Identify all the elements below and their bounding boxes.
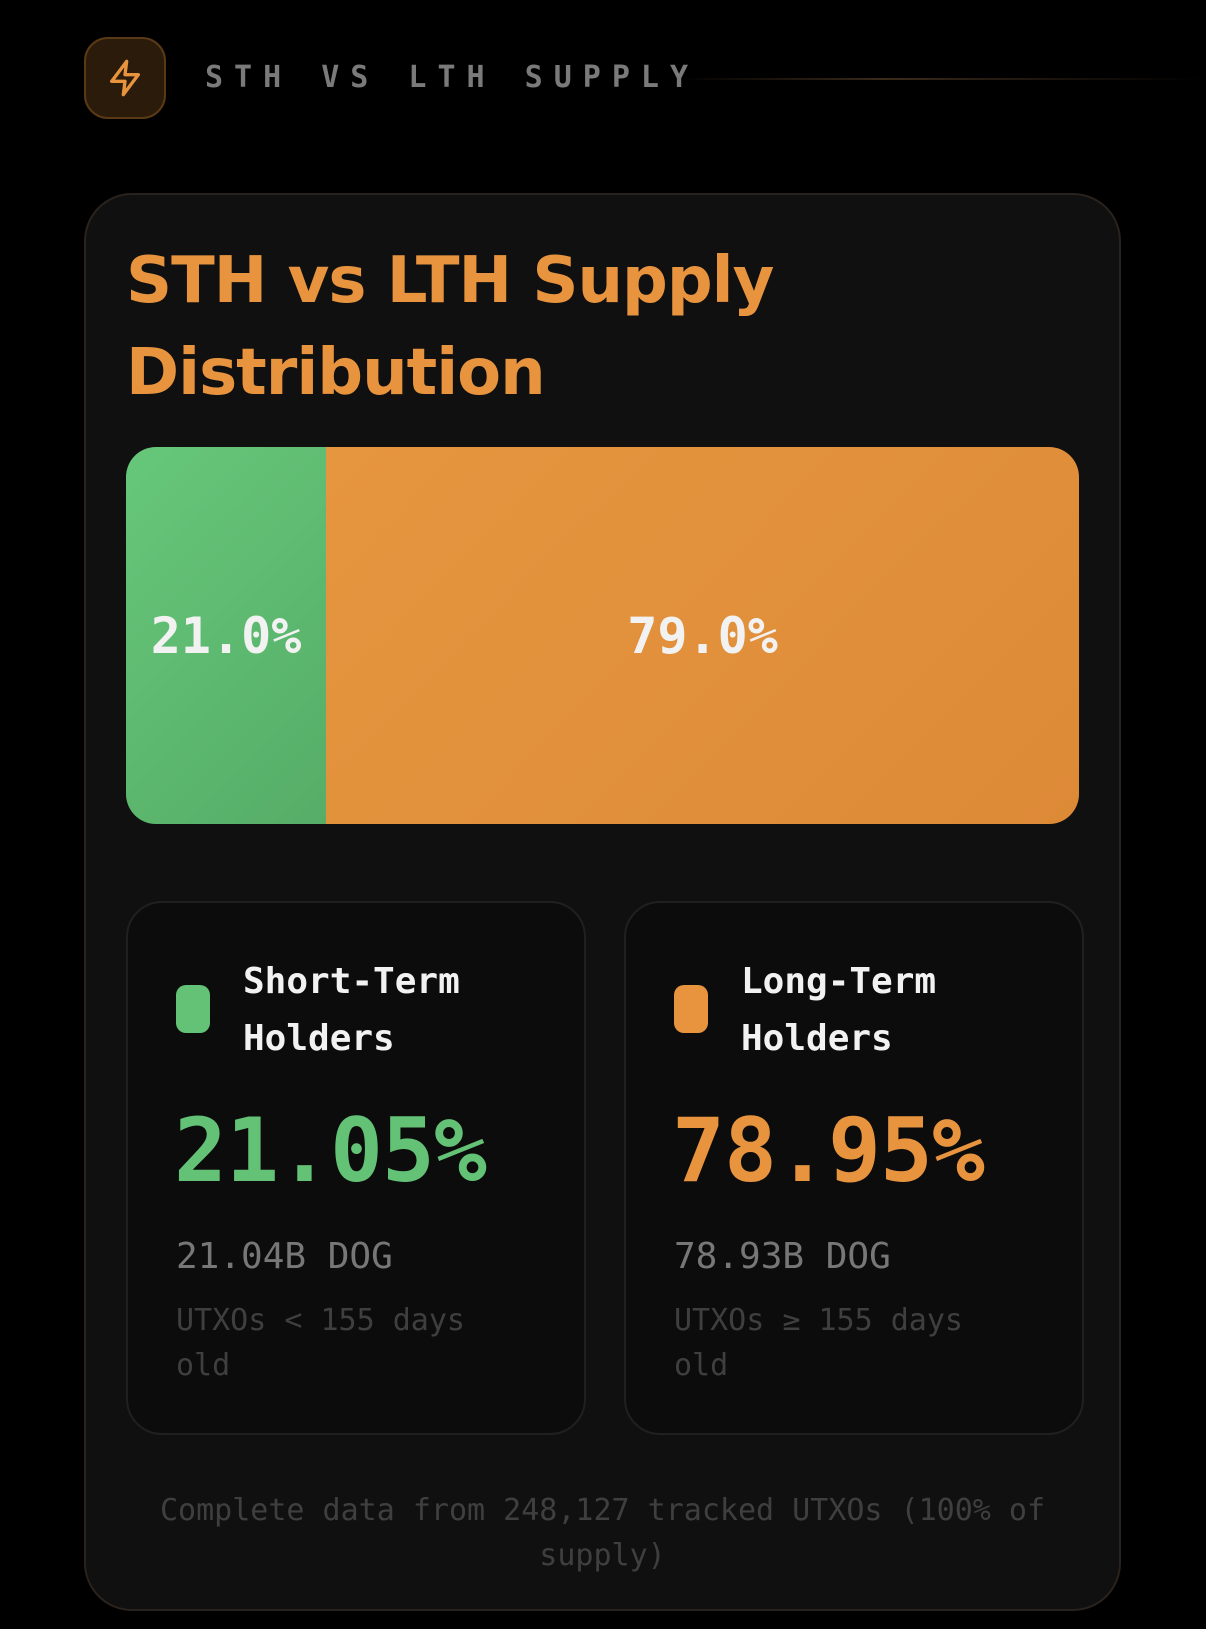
sth-amount: 21.04B DOG [176, 1236, 393, 1277]
sth-color-swatch [176, 985, 210, 1033]
lightning-bolt-icon [84, 37, 166, 119]
lth-description: UTXOs ≥ 155 days old [674, 1303, 963, 1383]
section-title: STH VS LTH SUPPLY [205, 60, 700, 95]
sth-label: Short-Term Holders [243, 961, 460, 1059]
lth-bar-label: 79.0% [627, 606, 778, 665]
sth-percent: 21.05% [174, 1099, 487, 1202]
section-header: STH VS LTH SUPPLY [84, 37, 1204, 119]
lth-amount: 78.93B DOG [674, 1236, 891, 1277]
sth-bar-segment[interactable]: 21.0% [126, 447, 327, 824]
supply-distribution-bar: 21.0% 79.0% [126, 447, 1079, 824]
supply-distribution-card: STH vs LTH Supply Distribution 21.0% 79.… [84, 193, 1121, 1611]
long-term-holders-card: Long-Term Holders 78.95% 78.93B DOG UTXO… [624, 901, 1084, 1435]
lth-bar-segment[interactable]: 79.0% [326, 447, 1079, 824]
sth-description: UTXOs < 155 days old [176, 1303, 465, 1383]
lth-label: Long-Term Holders [741, 961, 937, 1059]
header-divider [674, 78, 1204, 80]
card-title: STH vs LTH Supply Distribution [126, 244, 774, 410]
sth-bar-label: 21.0% [150, 606, 302, 665]
short-term-holders-card: Short-Term Holders 21.05% 21.04B DOG UTX… [126, 901, 586, 1435]
data-footnote: Complete data from 248,127 tracked UTXOs… [159, 1493, 1045, 1573]
lth-color-swatch [674, 985, 708, 1033]
lth-percent: 78.95% [672, 1099, 985, 1202]
